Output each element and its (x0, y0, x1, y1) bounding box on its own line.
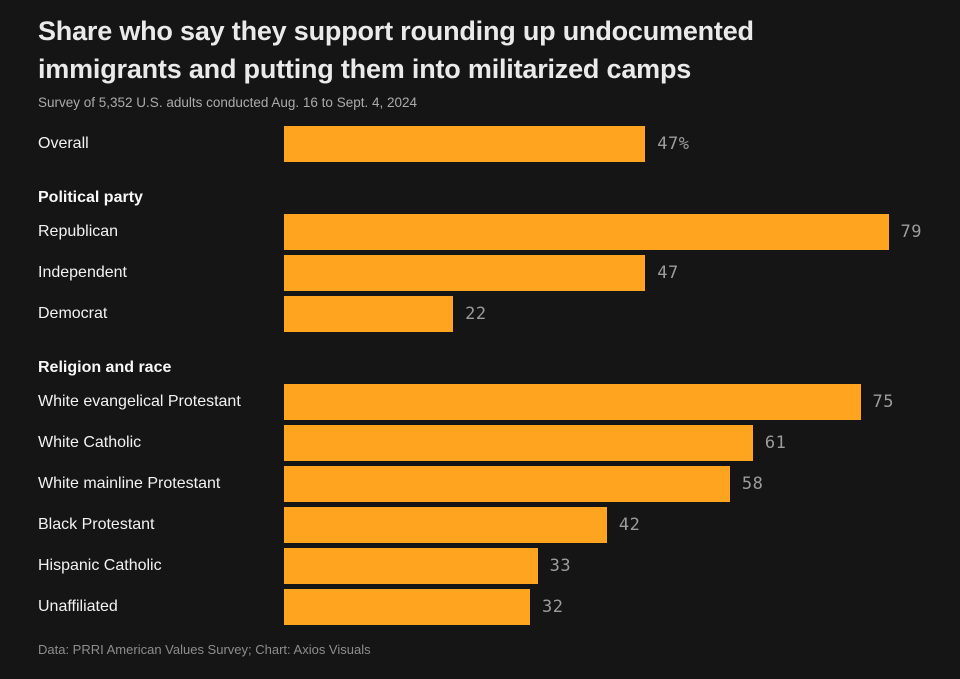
bar-area: 47% (284, 126, 922, 162)
section-heading-political-party: Political party (38, 189, 143, 206)
bar-white-catholic (284, 425, 753, 461)
bar-row-label: Republican (38, 223, 119, 240)
bar-row-hispanic-catholic: Hispanic Catholic 33 (38, 548, 922, 584)
bar-independent (284, 255, 646, 291)
bar-chart: Overall 47% Political party Republican 7… (38, 126, 922, 625)
bar-value-label: 58 (741, 474, 764, 494)
bar-row-label: Overall (38, 135, 89, 152)
bar-value-label: 42 (618, 515, 641, 535)
bar-value-label: 33 (549, 556, 572, 576)
bar-row-label: Unaffiliated (38, 598, 118, 615)
bar-row-independent: Independent 47 (38, 255, 922, 291)
bar-area: 79 (284, 214, 922, 250)
bar-row-overall: Overall 47% (38, 126, 922, 162)
bar-area: 58 (284, 466, 922, 502)
bar-row-label: White evangelical Protestant (38, 393, 241, 410)
bar-area: 22 (284, 296, 922, 332)
bar-value-label: 75 (872, 392, 894, 412)
bar-row-label: Hispanic Catholic (38, 557, 162, 574)
chart-title: Share who say they support rounding up u… (38, 16, 754, 84)
bar-value-label: 32 (541, 597, 564, 617)
bar-row-label: White mainline Protestant (38, 475, 221, 492)
section-heading-religion-and-race: Religion and race (38, 359, 172, 376)
bar-value-label: 79 (900, 222, 922, 242)
bar-area: 42 (284, 507, 922, 543)
bar-hispanic-catholic (284, 548, 538, 584)
bar-row-white-catholic: White Catholic 61 (38, 425, 922, 461)
source-credit: Data: PRRI American Values Survey; Chart… (38, 642, 371, 657)
bar-democrat (284, 296, 454, 332)
chart-subtitle: Survey of 5,352 U.S. adults conducted Au… (38, 95, 418, 110)
bar-black-protestant (284, 507, 607, 543)
bar-overall (284, 126, 646, 162)
bar-row-white-evangelical-protestant: White evangelical Protestant 75 (38, 384, 922, 420)
bar-republican (284, 214, 889, 250)
bar-area: 75 (284, 384, 922, 420)
bar-area: 33 (284, 548, 922, 584)
bar-row-label: White Catholic (38, 434, 142, 451)
bar-white-mainline-protestant (284, 466, 730, 502)
bar-row-democrat: Democrat 22 (38, 296, 922, 332)
bar-row-label: Democrat (38, 305, 108, 322)
bar-value-label: 47% (657, 134, 690, 154)
bar-white-evangelical-protestant (284, 384, 861, 420)
bar-area: 32 (284, 589, 922, 625)
bar-value-label: 47 (657, 263, 679, 283)
bar-row-republican: Republican 79 (38, 214, 922, 250)
bar-unaffiliated (284, 589, 530, 625)
bar-row-black-protestant: Black Protestant 42 (38, 507, 922, 543)
bar-row-unaffiliated: Unaffiliated 32 (38, 589, 922, 625)
bar-row-label: Independent (38, 264, 127, 281)
bar-area: 61 (284, 425, 922, 461)
bar-row-label: Black Protestant (38, 516, 155, 533)
bar-row-white-mainline-protestant: White mainline Protestant 58 (38, 466, 922, 502)
bar-area: 47 (284, 255, 922, 291)
bar-value-label: 22 (465, 304, 487, 324)
bar-value-label: 61 (764, 433, 787, 453)
